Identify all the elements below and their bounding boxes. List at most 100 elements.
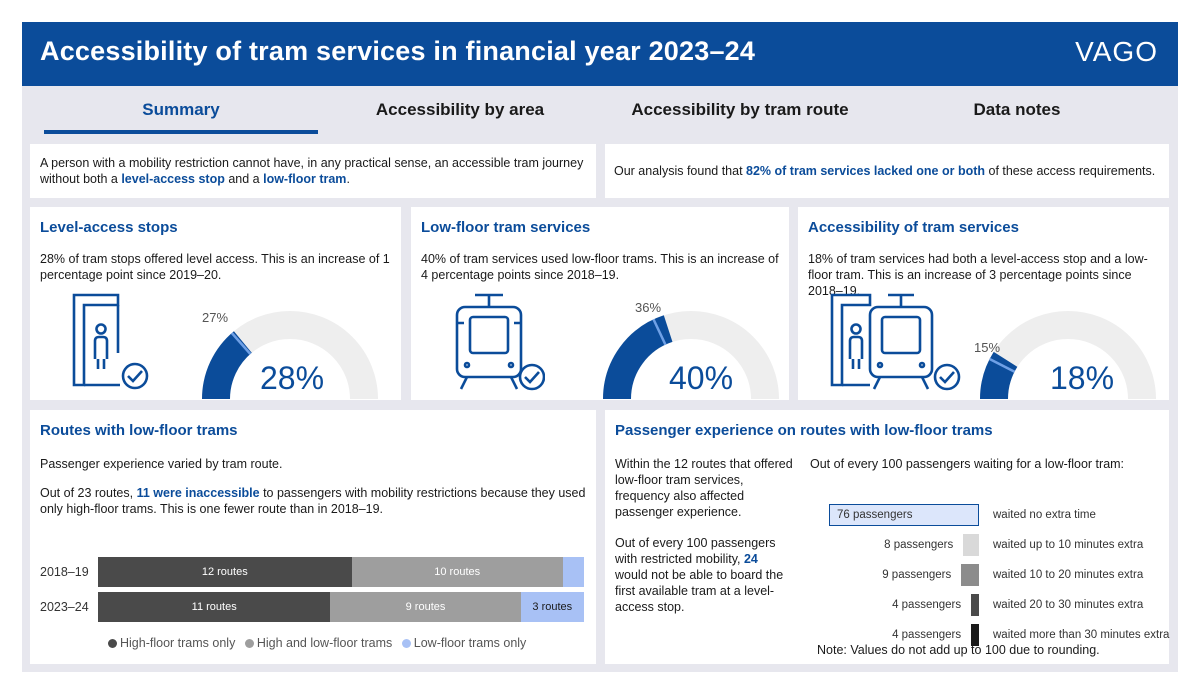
low-floor-tram-gauge [603, 311, 779, 399]
routes-title: Routes with low-floor trams [40, 422, 238, 439]
legend-dot [108, 639, 117, 649]
bar-row-2023-24: 11 routes 9 routes 3 routes [98, 592, 584, 622]
legend-item-low-floor: Low-floor trams only [401, 636, 527, 650]
previous-value-label: 15% [974, 340, 1001, 355]
current-value-label: 40% [669, 360, 734, 396]
wait-time-chart: 76 passengers waited no extra time 8 passe… [605, 504, 1169, 654]
intro-right-text: Our analysis found that 82% of tram serv… [614, 163, 1160, 179]
gauge-value-arc [603, 315, 674, 399]
kpi-description: 28% of tram stops offered level access. … [40, 252, 390, 282]
wait-description-label: waited no extra time [993, 509, 1096, 521]
intro-text-segment: Our analysis found that [614, 164, 747, 178]
routes-text-segment: to passengers with mobility restrictions… [40, 486, 586, 516]
passenger-card: Passenger experience on routes with low-… [605, 410, 1169, 664]
legend-dot [244, 639, 254, 649]
legend-label: High and low-floor trams [256, 636, 393, 650]
bar-category-label: 2018–19 [40, 565, 89, 579]
tab-accessibility-by-tram-route[interactable]: Accessibility by tram route [631, 100, 849, 119]
cannot-board-highlight: 24 [743, 552, 758, 566]
wait-count-label: 9 passengers [882, 569, 952, 581]
inaccessible-routes-highlight: 11 were inaccessible [136, 486, 260, 500]
wait-row: 8 passengers waited up to 10 minutes extr… [605, 534, 1165, 560]
accessibility-gauge [980, 311, 1156, 399]
tab-accessibility-by-area[interactable]: Accessibility by area [375, 100, 545, 119]
intro-right-card: Our analysis found that 82% of tram serv… [605, 144, 1169, 198]
gauge-value-arc [202, 331, 253, 399]
kpi-title: Level-access stops [40, 219, 178, 236]
analysis-highlight: 82% of tram services lacked one or both [746, 164, 986, 178]
wait-count-label: 4 passengers [892, 599, 962, 611]
wait-row: 76 passengers waited no extra time [605, 504, 1165, 530]
kpi-card-level-access-stops: Level-access stops 28% of tram stops off… [30, 207, 401, 400]
wait-bar [961, 564, 979, 586]
bar-category-label: 2023–24 [40, 600, 89, 614]
wait-description-label: waited up to 10 minutes extra [993, 539, 1144, 551]
current-value-label: 28% [260, 360, 325, 396]
kpi-card-low-floor-tram-services: Low-floor tram services 40% of tram serv… [411, 207, 789, 400]
level-access-stops-gauge [202, 311, 378, 399]
active-tab-indicator [44, 130, 318, 134]
wait-bar [971, 594, 979, 616]
wait-bar [971, 624, 979, 646]
intro-text-segment: . [346, 172, 350, 186]
gauge-previous-marker [989, 357, 1016, 373]
wait-chart-title: Out of every 100 passengers waiting for … [810, 457, 1125, 471]
routes-paragraph-1: Passenger experience varied by tram rout… [40, 457, 283, 471]
legend-item-mixed: High and low-floor trams [244, 636, 393, 650]
bar-segment-high-floor: 12 routes [98, 557, 352, 587]
wait-description-label: waited 10 to 20 minutes extra [993, 569, 1144, 581]
passenger-paragraph-1: Within the 12 routes that offered low-fl… [615, 457, 793, 519]
wait-count-label: 8 passengers [884, 539, 954, 551]
legend-item-high-floor: High-floor trams only [108, 636, 235, 650]
bar-row-2018-19: 12 routes 10 routes [98, 557, 584, 587]
bar-segment-low-floor [562, 557, 584, 587]
intro-text-segment: and a [224, 172, 264, 186]
wait-bar [829, 504, 979, 526]
passenger-text-segment: would not be able to board the first ava… [615, 568, 784, 614]
passenger-paragraph-2: Out of every 100 passengers with restric… [615, 535, 785, 615]
kpi-description: 18% of tram services had both a level-ac… [808, 252, 1148, 298]
page-title: Accessibility of tram services in financ… [40, 36, 756, 66]
stop-and-tram-icon [830, 293, 961, 391]
wait-bar [963, 534, 979, 556]
kpi-title: Low-floor tram services [421, 219, 591, 236]
gauge-previous-marker [230, 332, 252, 355]
routes-text-segment: Out of 23 routes, [40, 486, 137, 500]
passenger-text-segment: Out of every 100 passengers with restric… [615, 536, 776, 566]
current-value-label: 18% [1050, 360, 1115, 396]
bar-segment-high-floor: 11 routes [98, 592, 331, 622]
kpi-title: Accessibility of tram services [808, 219, 1019, 236]
rounding-note: Note: Values do not add up to 100 due to… [817, 643, 1100, 657]
intro-left-card: A person with a mobility restriction can… [30, 144, 596, 198]
low-floor-tram-highlight: low-floor tram [263, 172, 347, 186]
intro-text-segment: of these access requirements. [985, 164, 1156, 178]
kpi-card-accessibility-of-tram-services: Accessibility of tram services 18% of tr… [798, 207, 1169, 400]
routes-legend: High-floor trams only High and low-floor… [108, 636, 588, 650]
passenger-title: Passenger experience on routes with low-… [615, 422, 993, 439]
legend-label: Low-floor trams only [413, 636, 527, 650]
wait-description-label: waited more than 30 minutes extra [993, 629, 1170, 641]
previous-value-label: 27% [202, 310, 229, 325]
wait-row: 4 passengers waited 20 to 30 minutes extr… [605, 594, 1165, 620]
tram-icon [455, 293, 545, 391]
wait-count-label: 76 passengers [837, 509, 913, 521]
wait-row: 9 passengers waited 10 to 20 minutes extr… [605, 564, 1165, 590]
bar-segment-mixed: 10 routes [351, 557, 563, 587]
kpi-description: 40% of tram services used low-floor tram… [421, 252, 779, 282]
level-access-stop-icon [72, 293, 149, 390]
intro-left-text: A person with a mobility restriction can… [40, 155, 586, 187]
wait-row: 4 passengers waited more than 30 minutes … [605, 624, 1169, 650]
vago-logo: VAGO [1075, 36, 1158, 67]
tab-data-notes[interactable]: Data notes [973, 100, 1061, 119]
gauge-previous-marker [652, 318, 667, 346]
legend-dot [401, 639, 411, 649]
gauge-value-arc [980, 351, 1018, 399]
legend-label: High-floor trams only [120, 636, 236, 650]
tab-summary[interactable]: Summary [142, 100, 220, 119]
level-access-stop-highlight: level-access stop [121, 172, 225, 186]
wait-count-label: 4 passengers [892, 629, 962, 641]
routes-card: Routes with low-floor trams Passenger ex… [30, 410, 596, 664]
bar-segment-low-floor: 3 routes [520, 592, 584, 622]
routes-paragraph-2: Out of 23 routes, 11 were inaccessible t… [40, 485, 586, 517]
wait-description-label: waited 20 to 30 minutes extra [993, 599, 1144, 611]
